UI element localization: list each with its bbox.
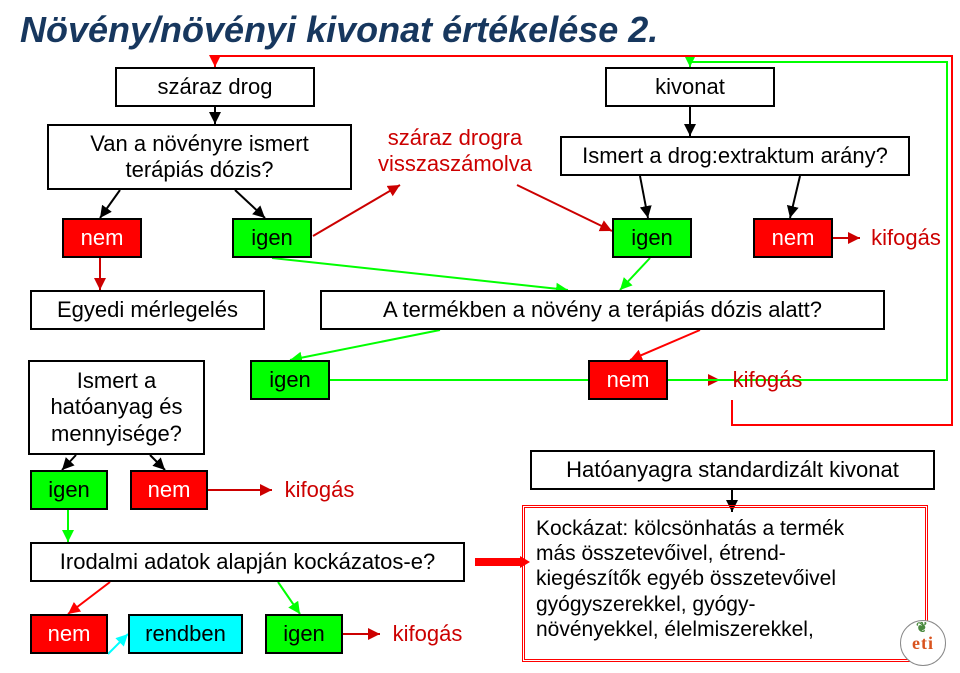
label: kifogás xyxy=(285,477,355,503)
label: A termékben a növény a terápiás dózis al… xyxy=(383,297,822,323)
label: nem xyxy=(81,225,124,251)
node-r6-igen: igen xyxy=(30,470,108,510)
label: nem xyxy=(772,225,815,251)
node-ismert-a-drog: Ismert a drog:extraktum arány? xyxy=(560,136,910,176)
label: igen xyxy=(269,367,311,393)
label: Ismert a hatóanyag és mennyisége? xyxy=(50,368,182,447)
node-r8-igen: igen xyxy=(265,614,343,654)
label: kifogás xyxy=(733,367,803,393)
label: igen xyxy=(48,477,90,503)
logo-eti: ❦ eti xyxy=(900,620,946,666)
label: Egyedi mérlegelés xyxy=(57,297,238,323)
node-kivonat: kivonat xyxy=(605,67,775,107)
node-hatoanyagra: Hatóanyagra standardizált kivonat xyxy=(530,450,935,490)
label: igen xyxy=(631,225,673,251)
node-r3-kifogas-right: kifogás xyxy=(860,218,952,258)
node-r6-nem: nem xyxy=(130,470,208,510)
logo-leaf-icon: ❦ xyxy=(916,619,928,636)
label: nem xyxy=(148,477,191,503)
node-van-a-novenyre: Van a növényre ismert terápiás dózis? xyxy=(47,124,352,190)
node-r8-kifogas: kifogás xyxy=(380,614,475,654)
node-r5-nem: nem xyxy=(588,360,668,400)
label: igen xyxy=(251,225,293,251)
node-r3-igen-left: igen xyxy=(232,218,312,258)
label: kifogás xyxy=(393,621,463,647)
node-r3-igen-right: igen xyxy=(612,218,692,258)
node-ismert-hatoanyag: Ismert a hatóanyag és mennyisége? xyxy=(28,360,205,455)
label: nem xyxy=(607,367,650,393)
label: Hatóanyagra standardizált kivonat xyxy=(566,457,899,483)
kockazat-frame xyxy=(522,505,928,662)
label: kifogás xyxy=(871,225,941,251)
label: Irodalmi adatok alapján kockázatos-e? xyxy=(60,549,435,575)
flowchart-stage: Növény/növényi kivonat értékelése 2. szá… xyxy=(0,0,960,673)
node-r8-rendben: rendben xyxy=(128,614,243,654)
title-text: Növény/növényi kivonat értékelése 2. xyxy=(20,8,658,51)
label: nem xyxy=(48,621,91,647)
label: Ismert a drog:extraktum arány? xyxy=(582,143,888,169)
node-szaraz-drogra: száraz drogra visszaszámolva xyxy=(365,118,545,184)
label: Van a növényre ismert terápiás dózis? xyxy=(90,131,308,184)
node-termekben: A termékben a növény a terápiás dózis al… xyxy=(320,290,885,330)
label: igen xyxy=(283,621,325,647)
node-r3-nem-right: nem xyxy=(753,218,833,258)
node-egyedi-merlegeles: Egyedi mérlegelés xyxy=(30,290,265,330)
label: rendben xyxy=(145,621,226,647)
node-r3-nem-left: nem xyxy=(62,218,142,258)
label: száraz drog xyxy=(158,74,273,100)
label: kivonat xyxy=(655,74,725,100)
node-r5-igen: igen xyxy=(250,360,330,400)
label: száraz drogra visszaszámolva xyxy=(378,125,532,178)
node-r5-kifogas: kifogás xyxy=(720,360,815,400)
node-r8-nem: nem xyxy=(30,614,108,654)
node-r6-kifogas: kifogás xyxy=(272,470,367,510)
page-title: Növény/növényi kivonat értékelése 2. xyxy=(20,5,940,55)
node-irodalmi: Irodalmi adatok alapján kockázatos-e? xyxy=(30,542,465,582)
node-szaraz-drog: száraz drog xyxy=(115,67,315,107)
